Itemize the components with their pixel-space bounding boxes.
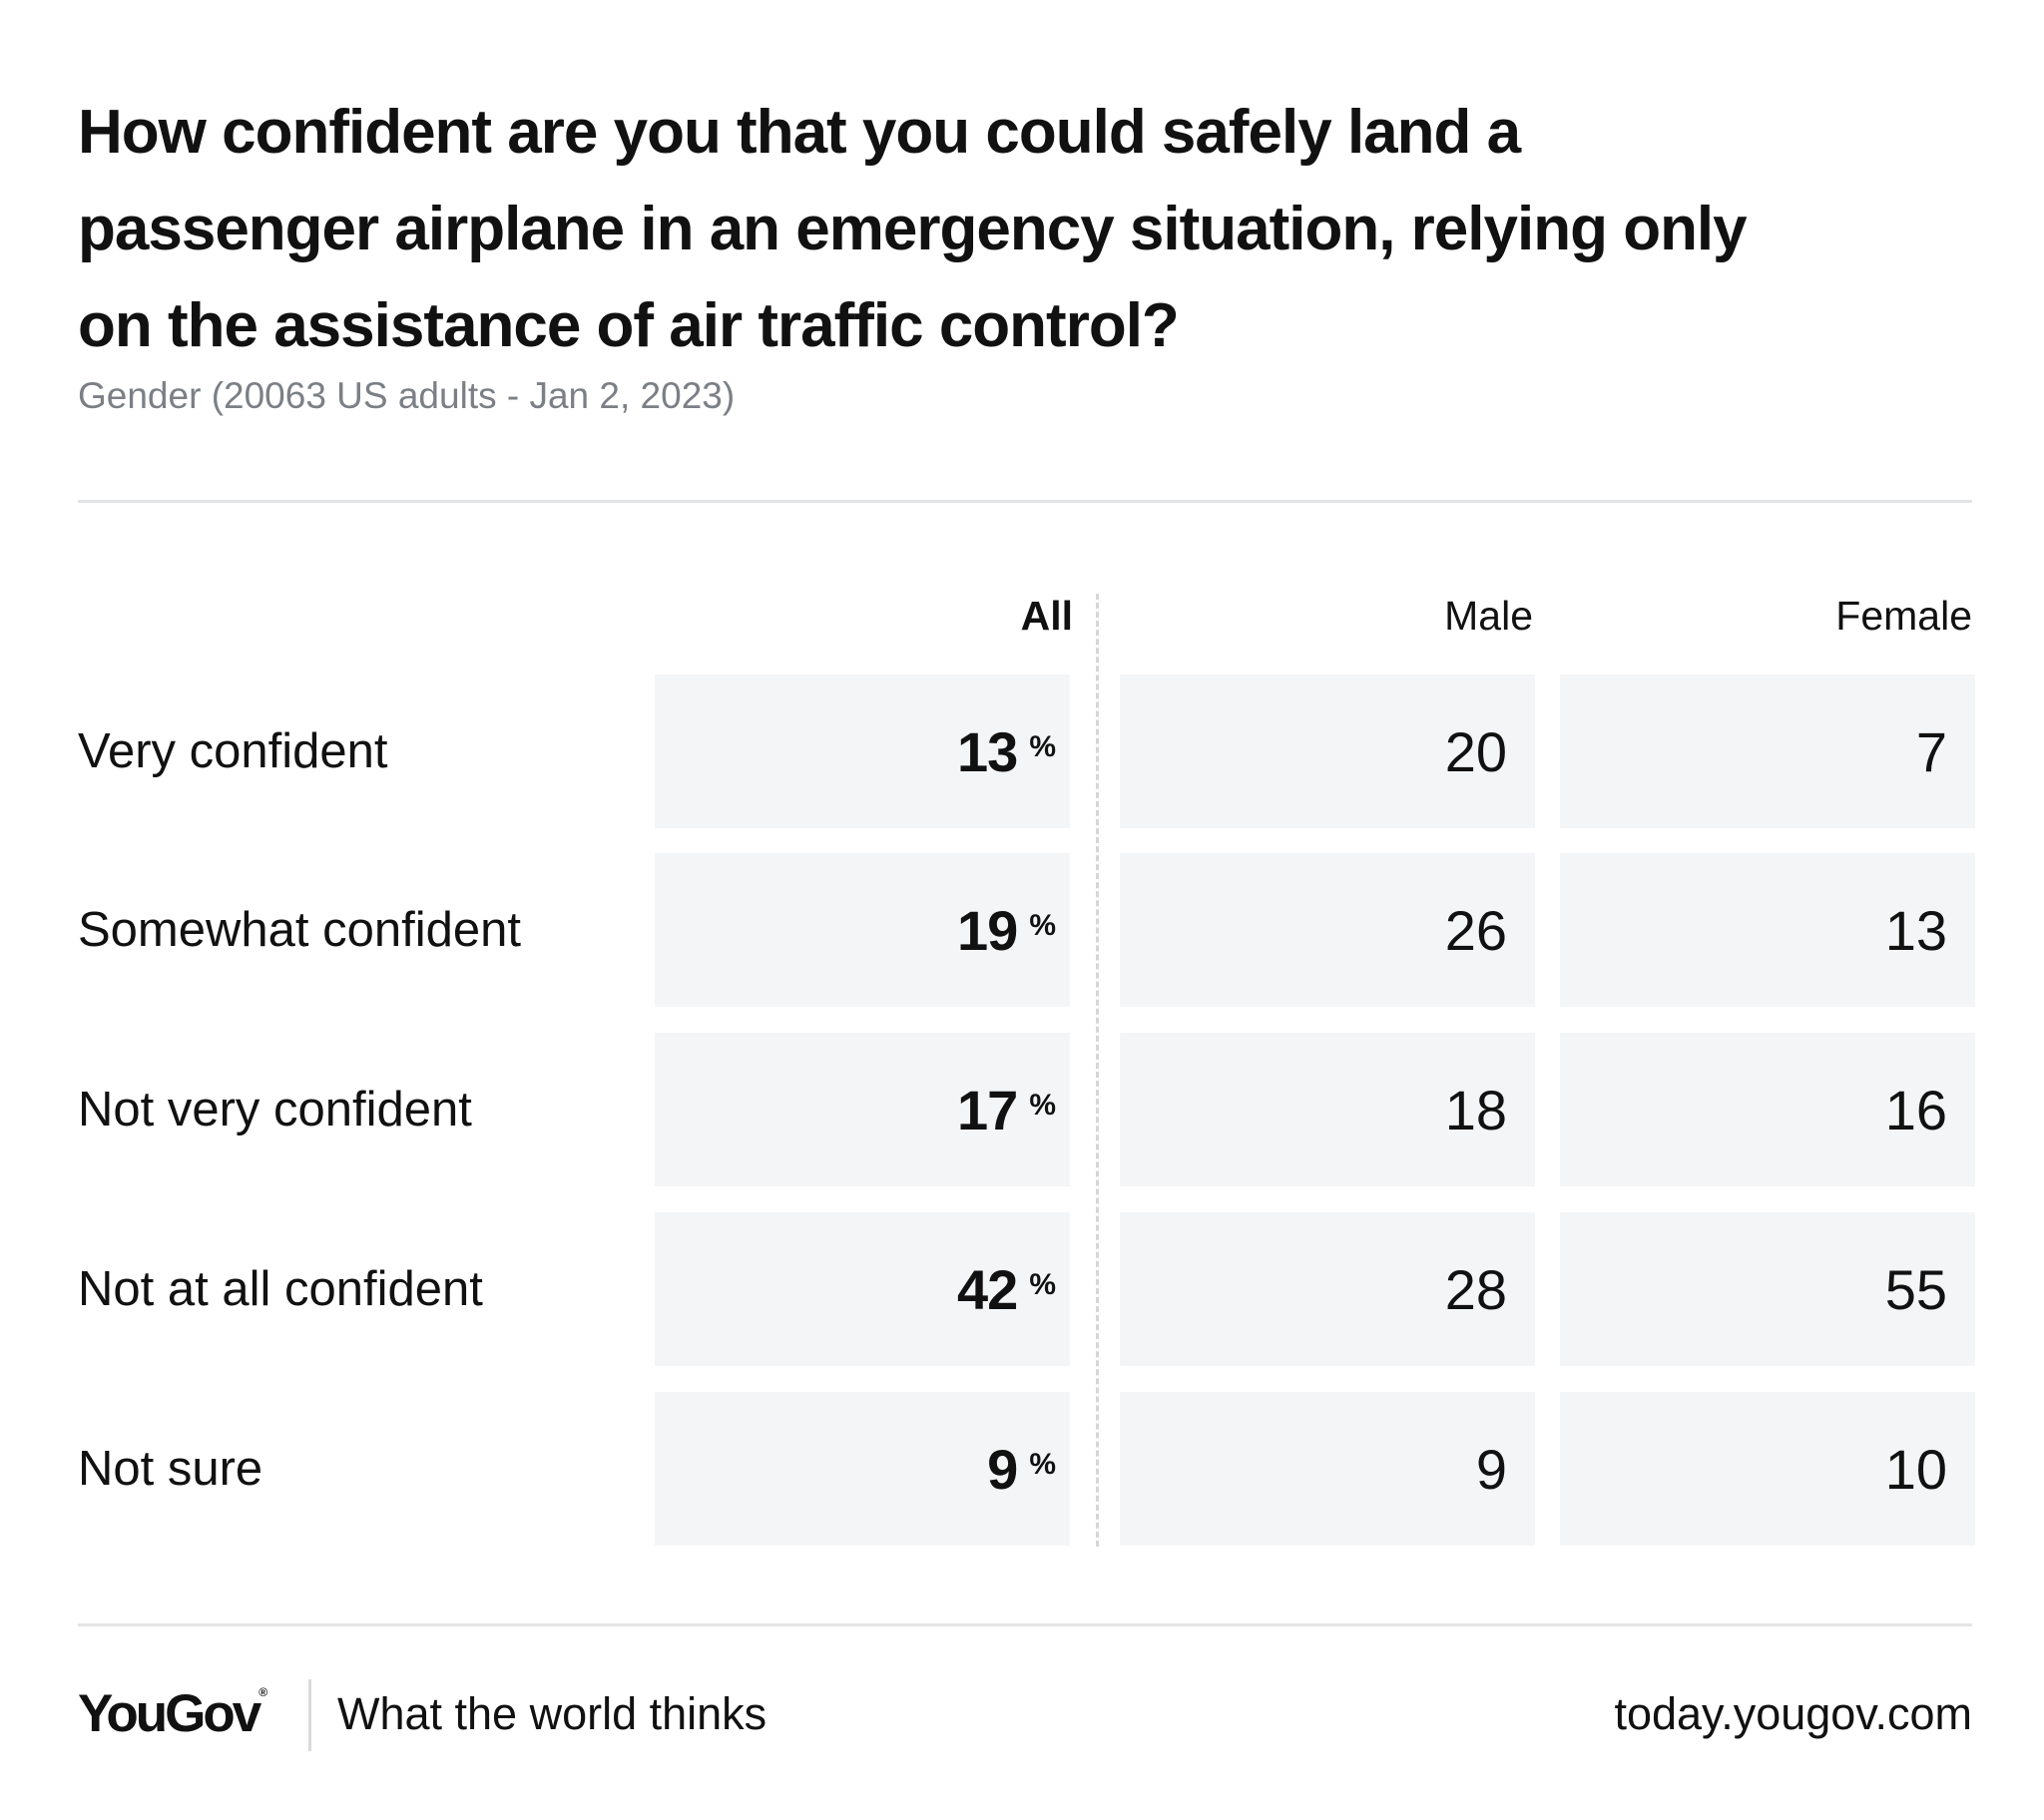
top-divider [78,500,1972,503]
value-label: 13 [1884,898,1947,962]
value-label: 13 [957,719,1018,783]
row-label: Somewhat confident [78,903,521,957]
yougov-logo: YouGov® [78,1679,267,1749]
footer-separator [308,1679,311,1751]
value-label: 28 [1444,1257,1507,1321]
cell-all: 9% [655,1392,1070,1546]
value-label: 9 [1475,1437,1507,1501]
column-header-all: All [1020,593,1073,639]
value-label: 55 [1884,1257,1947,1321]
cell-male: 20 [1120,675,1535,828]
cell-all: 17% [655,1033,1070,1186]
column-header-female: Female [1835,593,1972,639]
footer-tagline: What the world thinks [337,1688,767,1739]
percent-sign: % [1029,1268,1056,1301]
cell-female: 13 [1560,853,1975,1007]
chart-title: How confident are you that you could saf… [78,84,1974,374]
value-label: 19 [957,898,1018,962]
column-header-male: Male [1444,593,1533,639]
bottom-divider [78,1623,1972,1626]
chart-subtitle: Gender (20063 US adults - Jan 2, 2023) [78,375,736,416]
title-line: How confident are you that you could saf… [78,98,1521,167]
title-line: on the assistance of air traffic control… [78,291,1180,360]
value-label: 9 [987,1437,1018,1501]
cell-all: 42% [655,1212,1070,1366]
cell-female: 7 [1560,675,1975,828]
percent-sign: % [1029,730,1056,763]
footer-site-link[interactable]: today.yougov.com [1614,1688,1972,1739]
value-label: 17 [957,1078,1018,1141]
cell-male: 28 [1120,1212,1535,1366]
cell-male: 18 [1120,1033,1535,1186]
registered-mark: ® [258,1685,268,1699]
row-label: Very confident [78,724,388,778]
cell-all: 13% [655,675,1070,828]
cell-female: 55 [1560,1212,1975,1366]
percent-sign: % [1029,1089,1056,1122]
cell-male: 9 [1120,1392,1535,1546]
logo-text: YouGov [78,1684,261,1743]
row-label: Not very confident [78,1083,472,1137]
value-label: 26 [1444,898,1507,962]
value-label: 16 [1884,1078,1947,1141]
value-label: 20 [1444,719,1507,783]
cell-all: 19% [655,853,1070,1007]
percent-sign: % [1029,1448,1056,1481]
cell-female: 16 [1560,1033,1975,1186]
row-label: Not at all confident [78,1262,483,1316]
value-label: 18 [1444,1078,1507,1141]
percent-sign: % [1029,909,1056,942]
value-label: 7 [1915,719,1947,783]
row-label: Not sure [78,1442,263,1496]
column-divider [1096,594,1099,1547]
value-label: 42 [957,1257,1018,1321]
cell-female: 10 [1560,1392,1975,1546]
title-line: passenger airplane in an emergency situa… [78,195,1748,263]
value-label: 10 [1884,1437,1947,1501]
cell-male: 26 [1120,853,1535,1007]
